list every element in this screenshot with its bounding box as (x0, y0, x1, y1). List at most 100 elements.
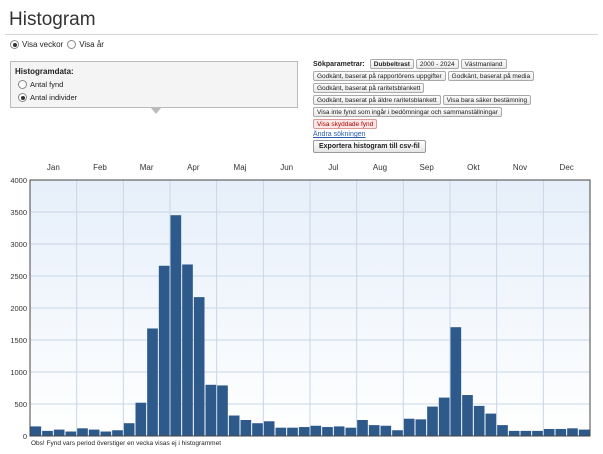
search-param-tag: Godkänt, baserat på media (447, 71, 535, 81)
panel-title: Histogramdata: (15, 67, 74, 76)
radio-count-individuals[interactable]: Antal individer (18, 93, 77, 102)
histogram-bar[interactable] (567, 428, 578, 436)
y-tick-label: 4000 (10, 176, 27, 185)
y-tick-label: 1500 (10, 336, 27, 345)
histogram-chart: Jan Feb Mar Apr Maj Jun Jul Aug Sep Okt Nov Dec 0 50… (10, 163, 591, 440)
histogram-bar[interactable] (182, 264, 193, 436)
view-toggle: Visa veckor Visa år (10, 40, 104, 49)
search-param-tag: 2000 - 2024 (415, 59, 459, 69)
month-label: Mar (140, 163, 154, 172)
y-tick-label: 0 (23, 432, 27, 440)
month-labels: Jan Feb Mar Apr Maj Jun Jul Aug Sep Okt Nov Dec (47, 163, 574, 172)
histogram-bar[interactable] (485, 413, 497, 436)
radio-show-years[interactable]: Visa år (67, 40, 104, 49)
histogram-bar[interactable] (310, 425, 322, 436)
y-tick-label: 2000 (10, 304, 27, 313)
y-tick-label: 1000 (10, 368, 27, 377)
histogram-bar[interactable] (217, 385, 228, 436)
histogram-bar[interactable] (532, 430, 543, 436)
histogram-bar[interactable] (392, 430, 403, 436)
histogram-bar[interactable] (543, 428, 555, 436)
search-params-label: Sökparametrar: (313, 60, 365, 68)
histogram-bar[interactable] (252, 423, 263, 436)
histogram-bar[interactable] (427, 406, 438, 436)
month-label: Dec (560, 163, 574, 172)
histogram-bar[interactable] (555, 428, 567, 436)
histogram-bar[interactable] (193, 297, 205, 436)
histogram-bar[interactable] (298, 427, 310, 436)
search-parameter-tags: Sökparametrar: Dubbeltrast 2000 - 2024 Väst… (313, 59, 601, 129)
histogram-bar[interactable] (158, 265, 170, 436)
histogram-bar[interactable] (380, 425, 392, 436)
histogram-bar[interactable] (123, 423, 135, 436)
y-tick-label: 3000 (10, 240, 27, 249)
search-param-tag: Visa skyddade fynd (313, 119, 378, 129)
histogram-bar[interactable] (240, 420, 252, 436)
histogram-bar[interactable] (357, 420, 368, 436)
histogram-bar[interactable] (403, 418, 415, 436)
radio-label: Visa år (79, 40, 104, 49)
histogram-bar[interactable] (497, 425, 508, 436)
histogram-bar[interactable] (438, 397, 450, 436)
radio-button-icon[interactable] (18, 80, 27, 89)
radio-button-icon[interactable] (67, 40, 77, 49)
histogram-bar[interactable] (170, 215, 182, 436)
histogram-bar[interactable] (520, 430, 532, 436)
histogram-bar[interactable] (42, 430, 53, 436)
histogram-bar[interactable] (578, 429, 590, 436)
search-param-row: Godkänt, baserat på rapportörens uppgift… (313, 71, 601, 81)
histogram-bar[interactable] (135, 402, 147, 436)
search-param-row: Godkänt, baserat på raritetsblankett (313, 83, 601, 93)
search-param-tag: Godkänt, baserat på raritetsblankett (313, 83, 425, 93)
title-divider (5, 34, 598, 35)
bars (30, 215, 590, 436)
histogram-bar[interactable] (275, 427, 287, 436)
month-label: Jan (47, 163, 60, 172)
month-label: Jul (328, 163, 338, 172)
search-param-row: Godkänt, baserat på äldre raritetsblanke… (313, 95, 601, 105)
histogram-bar[interactable] (228, 415, 240, 436)
histogram-bar[interactable] (287, 427, 298, 436)
histogram-bar[interactable] (333, 426, 345, 436)
histogram-bar[interactable] (368, 425, 380, 436)
histogram-bar[interactable] (77, 428, 88, 436)
panel-pointer-icon (151, 108, 161, 114)
month-label: Aug (373, 163, 387, 172)
search-param-tag: Visa inte fynd som ingår i bedömningar o… (313, 107, 502, 117)
histogram-data-panel: Histogramdata: Antal fynd Antal individe… (10, 61, 298, 108)
search-parameters: Sökparametrar: Dubbeltrast 2000 - 2024 Väst… (313, 59, 601, 138)
histogram-bar[interactable] (462, 395, 473, 436)
histogram-bar[interactable] (205, 384, 217, 436)
change-search-link[interactable]: Ändra sökningen (313, 131, 366, 138)
histogram-bar[interactable] (450, 327, 462, 436)
histogram-bar[interactable] (65, 431, 77, 436)
histogram-bar[interactable] (112, 430, 123, 436)
histogram-bar[interactable] (473, 405, 485, 436)
radio-show-weeks[interactable]: Visa veckor (10, 40, 63, 49)
month-label: Okt (467, 163, 480, 172)
radio-button-icon[interactable] (18, 93, 27, 102)
histogram-bar[interactable] (508, 430, 520, 436)
histogram-bar[interactable] (415, 419, 427, 436)
radio-count-finds[interactable]: Antal fynd (18, 80, 63, 89)
search-param-row: Sökparametrar: Dubbeltrast 2000 - 2024 Väst… (313, 59, 601, 69)
search-param-row: Visa inte fynd som ingår i bedömningar o… (313, 107, 601, 117)
y-tick-label: 2500 (10, 272, 27, 281)
histogram-bar[interactable] (322, 427, 333, 436)
histogram-bar[interactable] (53, 429, 65, 436)
histogram-bar[interactable] (88, 429, 100, 436)
month-label: Jun (280, 163, 293, 172)
y-tick-label: 3500 (10, 208, 27, 217)
histogram-bar[interactable] (30, 426, 42, 436)
y-axis-ticks: 0 500 1000 1500 2000 2500 3000 3500 4000 (10, 176, 27, 440)
radio-button-icon[interactable] (10, 40, 19, 49)
histogram-bar[interactable] (147, 328, 158, 436)
radio-label: Visa veckor (22, 40, 64, 49)
histogram-bar[interactable] (100, 431, 112, 436)
histogram-bar[interactable] (263, 421, 275, 436)
plot-border (29, 179, 591, 437)
search-param-row: Visa skyddade fynd (313, 119, 601, 129)
histogram-bar[interactable] (345, 427, 357, 436)
export-csv-button[interactable]: Exportera histogram till csv-fil (313, 140, 426, 153)
month-label: Feb (93, 163, 107, 172)
